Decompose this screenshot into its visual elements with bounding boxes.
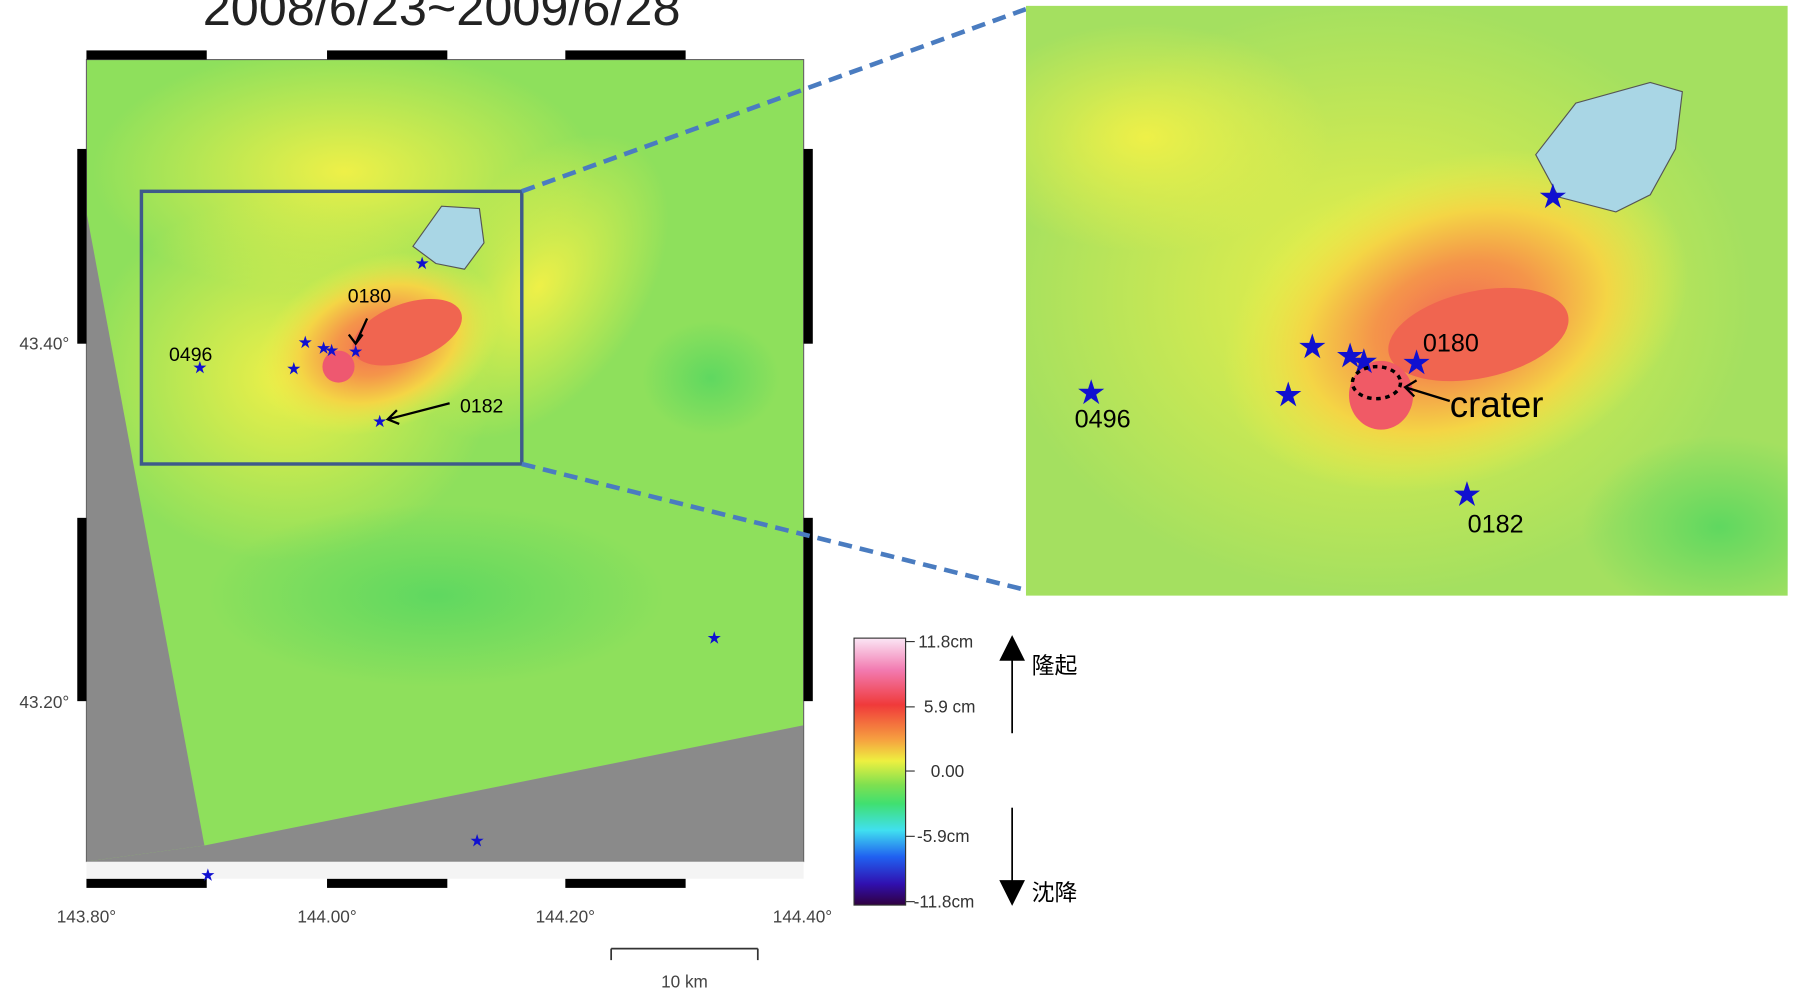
- title: 2008/6/23~2009/6/28: [203, 0, 681, 36]
- station-label: 0180: [348, 285, 391, 307]
- colorbar-label: 0.00: [931, 761, 964, 781]
- colorbar-ticks: [906, 642, 915, 902]
- scale-label: 10 km: [661, 972, 708, 991]
- page: {"title": "2008/6/23~2009/6/28", "map": …: [0, 0, 1794, 991]
- lon-label: 143.80°: [57, 906, 116, 926]
- map-image: [81, 46, 804, 862]
- lon-label: 144.20°: [536, 906, 595, 926]
- colorbar-label: -5.9cm: [917, 826, 969, 846]
- map-strip: [86, 862, 803, 879]
- crater-label: crater: [1450, 384, 1544, 425]
- colorbar-label: 5.9 cm: [924, 697, 976, 717]
- inset-image: [963, 0, 1794, 619]
- lat-label: 43.20°: [19, 692, 69, 712]
- colorbar-arrows: [1001, 637, 1024, 904]
- uplift-label: 隆起: [1032, 653, 1078, 679]
- colorbar-label: -11.8cm: [914, 891, 975, 911]
- lon-label: 144.00°: [297, 906, 356, 926]
- colorbar: [854, 638, 906, 905]
- scale-bar: [611, 949, 758, 960]
- lat-label: 43.40°: [19, 333, 69, 353]
- lon-label: 144.40°: [773, 906, 832, 926]
- station-label: 0496: [169, 344, 212, 366]
- subsidence-label: 沈降: [1032, 879, 1078, 905]
- colorbar-label: 11.8cm: [918, 631, 973, 651]
- station-label: 0182: [460, 395, 503, 417]
- station-label: 0182: [1468, 511, 1524, 539]
- figure: 2008/6/23~2009/6/28 43.40° 43.20° 143.80…: [0, 0, 1794, 991]
- station-label: 0180: [1423, 330, 1479, 358]
- station-label: 0496: [1075, 405, 1131, 433]
